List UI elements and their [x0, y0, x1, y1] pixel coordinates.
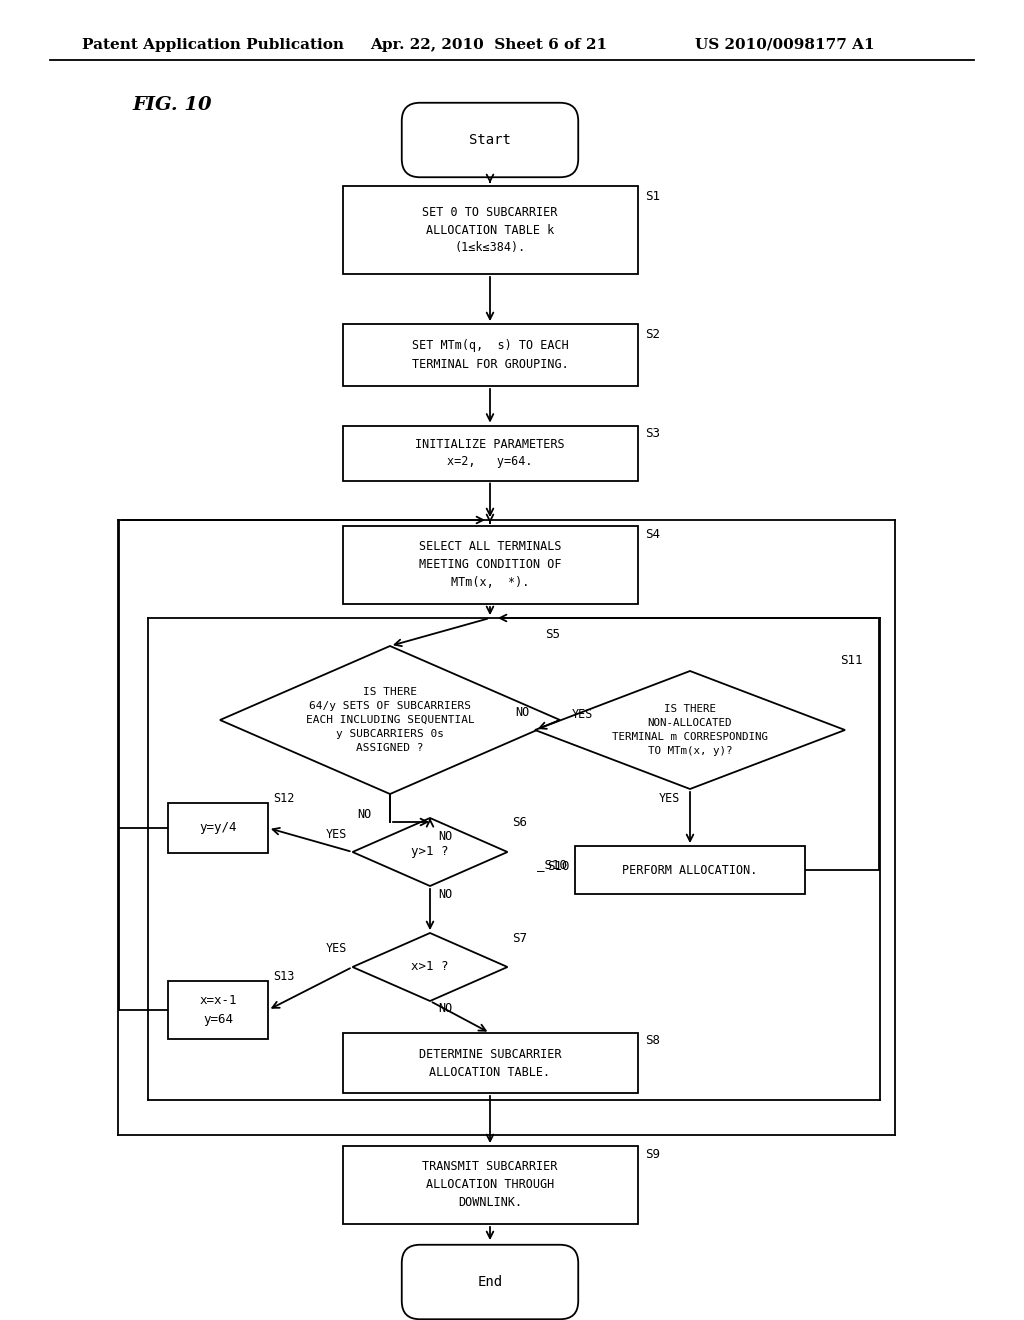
- Text: SET 0 TO SUBCARRIER
ALLOCATION TABLE k
(1≤k≤384).: SET 0 TO SUBCARRIER ALLOCATION TABLE k (…: [422, 206, 558, 255]
- Polygon shape: [352, 818, 508, 886]
- Text: S10: S10: [548, 861, 570, 874]
- Bar: [342, 1146, 638, 1224]
- Text: S12: S12: [273, 792, 294, 804]
- Text: S9: S9: [645, 1147, 660, 1160]
- Bar: [342, 525, 638, 605]
- Text: NO: NO: [516, 705, 530, 718]
- Text: NO: NO: [438, 830, 453, 843]
- Text: S2: S2: [645, 327, 660, 341]
- FancyBboxPatch shape: [401, 1245, 579, 1319]
- Text: S7: S7: [512, 932, 527, 945]
- Text: S4: S4: [645, 528, 660, 540]
- Text: YES: YES: [572, 709, 593, 722]
- Bar: [342, 1034, 638, 1093]
- Text: NO: NO: [357, 808, 372, 821]
- Polygon shape: [535, 671, 845, 789]
- Text: IS THERE
64/y SETS OF SUBCARRIERS
EACH INCLUDING SEQUENTIAL
y SUBCARRIERS 0s
ASS: IS THERE 64/y SETS OF SUBCARRIERS EACH I…: [305, 686, 474, 752]
- Text: Start: Start: [469, 133, 511, 147]
- Text: FIG. 10: FIG. 10: [132, 96, 212, 114]
- Text: YES: YES: [326, 828, 347, 841]
- Text: y>1 ?: y>1 ?: [412, 846, 449, 858]
- Bar: [342, 186, 638, 275]
- Text: x>1 ?: x>1 ?: [412, 961, 449, 974]
- Text: IS THERE
NON-ALLOCATED
TERMINAL m CORRESPONDING
TO MTm(x, y)?: IS THERE NON-ALLOCATED TERMINAL m CORRES…: [612, 704, 768, 756]
- Bar: [168, 981, 268, 1039]
- Text: TRANSMIT SUBCARRIER
ALLOCATION THROUGH
DOWNLINK.: TRANSMIT SUBCARRIER ALLOCATION THROUGH D…: [422, 1160, 558, 1209]
- Text: DETERMINE SUBCARRIER
ALLOCATION TABLE.: DETERMINE SUBCARRIER ALLOCATION TABLE.: [419, 1048, 561, 1078]
- Bar: [575, 846, 805, 894]
- Text: S3: S3: [645, 426, 660, 440]
- Text: S5: S5: [545, 627, 560, 640]
- Text: YES: YES: [326, 942, 347, 956]
- Polygon shape: [352, 933, 508, 1001]
- Bar: [342, 425, 638, 480]
- Text: YES: YES: [658, 792, 680, 805]
- Text: INITIALIZE PARAMETERS
x=2,   y=64.: INITIALIZE PARAMETERS x=2, y=64.: [415, 437, 565, 469]
- Text: Patent Application Publication: Patent Application Publication: [82, 38, 344, 51]
- Text: NO: NO: [438, 1002, 453, 1015]
- Text: S11: S11: [840, 655, 862, 668]
- Text: Apr. 22, 2010  Sheet 6 of 21: Apr. 22, 2010 Sheet 6 of 21: [370, 38, 607, 51]
- Text: SET MTm(q,  s) TO EACH
TERMINAL FOR GROUPING.: SET MTm(q, s) TO EACH TERMINAL FOR GROUP…: [412, 339, 568, 371]
- Text: NO: NO: [438, 887, 453, 900]
- Polygon shape: [220, 645, 560, 795]
- Text: y=y/4: y=y/4: [200, 821, 237, 834]
- Text: PERFORM ALLOCATION.: PERFORM ALLOCATION.: [623, 863, 758, 876]
- Text: US 2010/0098177 A1: US 2010/0098177 A1: [695, 38, 874, 51]
- Bar: [342, 323, 638, 385]
- FancyBboxPatch shape: [401, 103, 579, 177]
- Text: SELECT ALL TERMINALS
MEETING CONDITION OF
MTm(x,  *).: SELECT ALL TERMINALS MEETING CONDITION O…: [419, 540, 561, 590]
- Text: _S10: _S10: [537, 858, 567, 871]
- Text: S1: S1: [645, 190, 660, 202]
- Text: S8: S8: [645, 1035, 660, 1048]
- Text: S13: S13: [273, 969, 294, 982]
- Text: End: End: [477, 1275, 503, 1290]
- Text: x=x-1
y=64: x=x-1 y=64: [200, 994, 237, 1026]
- Text: S6: S6: [512, 817, 527, 829]
- Bar: [168, 803, 268, 853]
